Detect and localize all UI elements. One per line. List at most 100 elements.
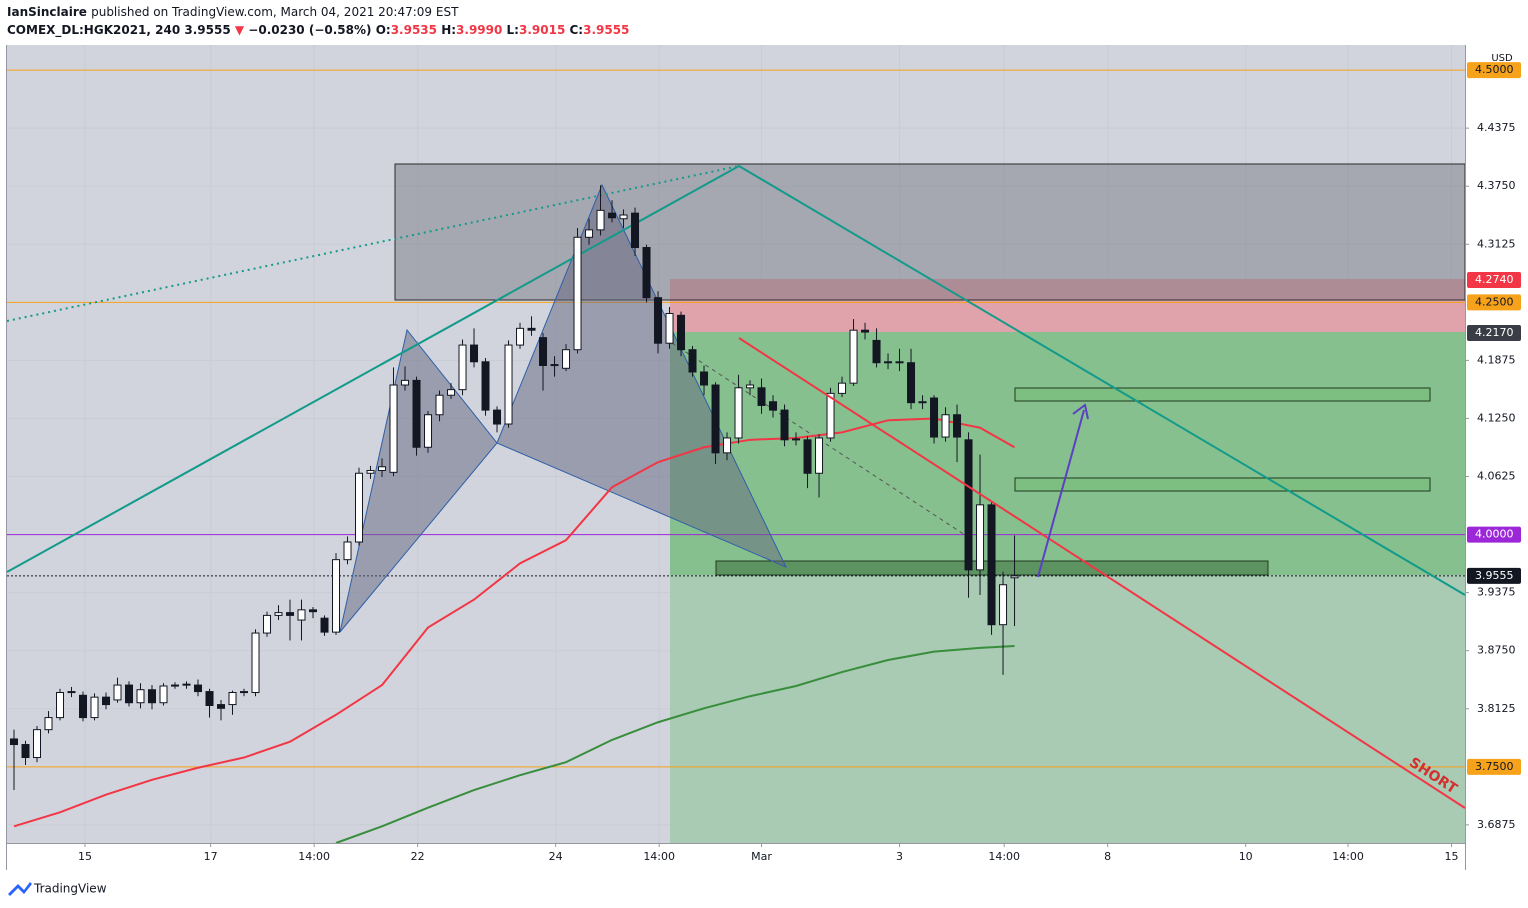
- candle-body: [527, 327, 536, 331]
- candle-body: [21, 744, 30, 759]
- y-tick-label: 4.1250: [1477, 411, 1516, 424]
- candle-body: [297, 609, 306, 621]
- ohlc-value: 3.9015: [519, 23, 565, 37]
- candle-body: [447, 389, 456, 396]
- price-badge: [1467, 62, 1521, 79]
- header-line: IanSinclaire published on TradingView.co…: [7, 5, 459, 19]
- candle-body: [493, 409, 502, 425]
- candle-body: [941, 414, 950, 438]
- candle-body: [240, 691, 249, 694]
- moving-averages: [13, 417, 1016, 844]
- y-tick-label: 4.0625: [1477, 470, 1516, 483]
- price-badge: [1467, 272, 1521, 289]
- candle-body: [792, 438, 801, 441]
- x-tick-label: 17: [204, 850, 218, 863]
- candle-body: [608, 212, 617, 219]
- candle-body: [343, 541, 352, 561]
- x-tick-label: Mar: [751, 850, 772, 863]
- candle-body: [550, 364, 559, 367]
- candle-body: [309, 609, 318, 613]
- axis-labels: 4.4375 4.3750 4.3125 4.1875 4.1250 4.0625 3.93…: [78, 62, 1521, 863]
- price-badge: [1467, 526, 1521, 543]
- candles: [10, 185, 1019, 791]
- candle-body: [723, 437, 732, 454]
- x-tick-label: 10: [1239, 850, 1253, 863]
- candle-body: [33, 729, 42, 759]
- publisher: IanSinclaire: [7, 5, 87, 19]
- candle-body: [562, 349, 571, 369]
- candle-body: [746, 384, 755, 389]
- candle-body: [642, 247, 651, 299]
- candle-body: [378, 466, 387, 471]
- candle-body: [458, 344, 467, 391]
- candle-body: [734, 387, 743, 439]
- candle-body: [596, 209, 605, 231]
- candle-body: [987, 504, 996, 626]
- candle-body: [665, 312, 674, 344]
- arrow: [1037, 409, 1085, 578]
- candle-body: [56, 692, 65, 719]
- candle-body: [217, 704, 226, 709]
- y-tick-label: 4.4375: [1477, 121, 1516, 134]
- candle-body: [861, 329, 870, 333]
- projection-line: [671, 342, 966, 536]
- x-tick-label: 14:00: [643, 850, 675, 863]
- candle-body: [10, 738, 19, 746]
- candle-body: [274, 612, 283, 616]
- x-tick-label: 15: [78, 850, 92, 863]
- price-badge: [1467, 567, 1521, 584]
- candle-body: [654, 297, 663, 344]
- candle-body: [504, 344, 513, 425]
- candle-body: [930, 397, 939, 438]
- price-badge-label: 4.2740: [1475, 273, 1514, 286]
- candle-body: [424, 414, 433, 448]
- candle-body: [171, 684, 180, 687]
- symbol: COMEX_DL:HGK2021, 240: [7, 23, 180, 38]
- candle-body: [481, 361, 490, 411]
- y-tick-label: 3.8125: [1477, 702, 1516, 715]
- candle-body: [872, 339, 881, 364]
- candle-body: [585, 229, 594, 238]
- candle-body: [780, 409, 789, 441]
- candle-body: [251, 632, 260, 694]
- y-tick-label: 3.9375: [1477, 586, 1516, 599]
- price: 3.9555: [184, 23, 230, 37]
- candle-body: [44, 717, 53, 731]
- candle-body: [194, 684, 203, 693]
- short-line: [738, 337, 1466, 809]
- ohlc-value: 3.9535: [391, 23, 437, 37]
- pattern-triangle: [496, 183, 788, 568]
- candle-body: [677, 314, 686, 351]
- candle-body: [619, 214, 628, 220]
- x-tick-label: 3: [896, 850, 903, 863]
- target-zone-lower: [670, 575, 1465, 843]
- published: published on TradingView.com, March 04, …: [91, 5, 459, 19]
- candle-body: [953, 414, 962, 438]
- candle-body: [516, 327, 525, 346]
- zone-box: [1014, 387, 1431, 402]
- arrow: ▼: [235, 23, 245, 37]
- price-badge-label: 4.2500: [1475, 295, 1514, 308]
- candle-body: [263, 614, 272, 634]
- candle-body: [631, 212, 640, 249]
- x-tick-label: 15: [1445, 850, 1459, 863]
- candle-body: [757, 387, 766, 406]
- candle-body: [136, 689, 145, 704]
- candle-body: [355, 472, 364, 543]
- x-tick-label: 8: [1104, 850, 1111, 863]
- candle-body: [182, 683, 191, 686]
- y-tick-label: 3.6875: [1477, 818, 1516, 831]
- ohlc-value: 3.9990: [456, 23, 502, 37]
- price-badge-label: 4.2170: [1475, 326, 1514, 339]
- change: −0.0230 (−0.58%): [248, 23, 371, 37]
- candle-body: [320, 617, 329, 633]
- ohlc-value: 3.9555: [583, 23, 629, 37]
- candle-body: [711, 384, 720, 454]
- pattern-triangle: [339, 328, 498, 633]
- candle-body: [849, 329, 858, 384]
- ohlc-label: H:: [441, 23, 456, 37]
- candle-body: [976, 504, 985, 571]
- x-tick-label: 14:00: [1332, 850, 1364, 863]
- zone-box: [1014, 477, 1431, 492]
- candle-body: [90, 696, 99, 719]
